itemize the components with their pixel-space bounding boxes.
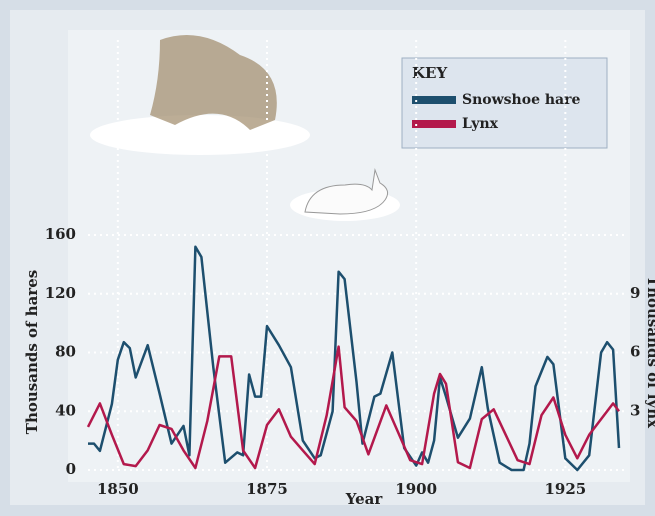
- legend-swatch: [412, 96, 456, 104]
- chart: KEY Snowshoe hare Lynx Year Thousands of …: [0, 0, 655, 512]
- y2-tick-label: 9: [630, 284, 640, 302]
- y2-tick-label: 3: [630, 401, 640, 419]
- legend-title: KEY: [412, 64, 447, 82]
- y-tick-label: 80: [55, 343, 76, 361]
- x-tick-label: 1850: [97, 480, 139, 498]
- y-tick-label: 40: [55, 401, 76, 419]
- y2-axis-title: Thousands of lynx: [644, 276, 655, 429]
- snow: [90, 115, 310, 155]
- y2-tick-label: 6: [630, 343, 640, 361]
- legend: KEY Snowshoe hare Lynx: [402, 58, 607, 148]
- legend-label: Snowshoe hare: [462, 92, 580, 108]
- page: {"chart_data": {"type": "line", "xlabel"…: [0, 0, 655, 512]
- x-tick-label: 1875: [246, 480, 288, 498]
- y-tick-label: 120: [45, 284, 76, 302]
- legend-swatch: [412, 120, 456, 128]
- y-axis-title: Thousands of hares: [23, 270, 41, 434]
- y-tick-label: 0: [66, 460, 76, 478]
- x-axis-title: Year: [345, 490, 384, 508]
- legend-label: Lynx: [462, 116, 499, 132]
- y-tick-label: 160: [45, 225, 76, 243]
- x-tick-label: 1900: [395, 480, 437, 498]
- x-tick-label: 1925: [544, 480, 586, 498]
